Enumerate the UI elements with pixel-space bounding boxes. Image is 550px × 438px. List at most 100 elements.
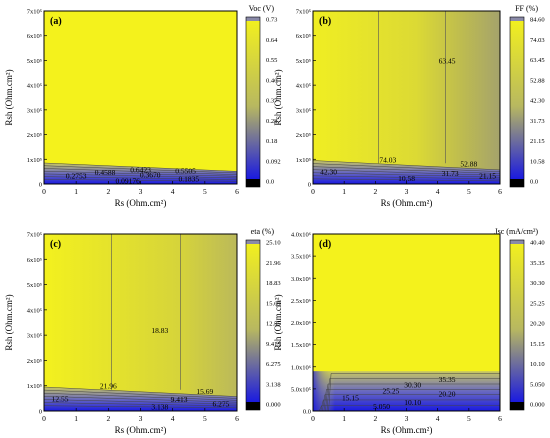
y-tick-label: 0 (39, 182, 42, 189)
contour-label: 0.5505 (175, 167, 196, 176)
y-axis-label: Rsh (Ohm.cm²) (4, 69, 14, 125)
colorbar-tick-label: 0.0 (266, 179, 274, 186)
colorbar-frame (245, 16, 261, 188)
x-tick-label: 5 (467, 187, 471, 196)
contour-label: 15.69 (196, 387, 213, 396)
contour-line (44, 396, 237, 403)
x-tick-label: 2 (373, 414, 377, 423)
plot-area (44, 11, 237, 184)
plot-area (313, 234, 500, 411)
colorbar-tick-label: 15.69 (266, 300, 281, 307)
contour-line (313, 175, 500, 180)
contour-line (328, 373, 500, 411)
contour-line (44, 399, 237, 405)
colorbar-tick-label: 74.03 (530, 37, 545, 44)
colorbar-tick-label: 21.96 (266, 260, 281, 267)
contour-line (44, 389, 237, 399)
x-tick-label: 1 (342, 187, 346, 196)
colorbar-tick-label: 25.10 (266, 240, 281, 247)
y-tick-label: 4x10⁵ (27, 83, 42, 90)
contour-label: 5.050 (373, 402, 390, 411)
y-tick-label: 5x10⁵ (27, 58, 42, 65)
colorbar-tick-label: 0.46 (266, 77, 278, 84)
y-tick-label: 3x10⁵ (27, 333, 42, 340)
colorbar-tick-label: 0.28 (266, 118, 277, 125)
colorbar-tick-label: 12.55 (266, 321, 281, 328)
colorbar-title: Voc (V) (249, 4, 275, 13)
x-tick-label: 3 (405, 414, 409, 423)
colorbar (246, 17, 260, 179)
contour-line (322, 394, 500, 411)
colorbar-bottom-cap (246, 402, 260, 410)
contour-label: 25.25 (382, 387, 399, 396)
contour-label: 35.35 (439, 375, 456, 384)
contour-line (44, 402, 237, 407)
contour-line (44, 173, 237, 179)
x-tick-label: 2 (106, 187, 110, 196)
x-tick-label: 2 (373, 187, 377, 196)
x-tick-label: 3 (139, 414, 143, 423)
colorbar-tick-label: 0.37 (266, 98, 278, 105)
contour-line (44, 170, 237, 177)
y-tick-label: 4.0x10⁶ (291, 232, 311, 239)
contour-label: 0.09176 (115, 176, 140, 185)
colorbar-title: Jsc (mA/cm²) (495, 227, 539, 236)
colorbar-tick-label: 31.73 (530, 118, 545, 125)
heatmap-fill (44, 11, 237, 184)
contour-label: 18.83 (151, 326, 168, 335)
contour-label: 0.4588 (95, 168, 116, 177)
colorbar (510, 240, 524, 402)
contour-line (320, 399, 500, 411)
y-tick-label: 7x10⁵ (27, 9, 42, 16)
colorbar-top-cap (510, 240, 524, 244)
contour-label: 42.30 (320, 168, 337, 177)
colorbar-tick-label: 9.413 (266, 341, 281, 348)
y-tick-label: 5x10⁵ (27, 282, 42, 289)
y-tick-label: 7x10⁵ (27, 232, 42, 239)
x-axis-label: Rs (Ohm.cm²) (381, 425, 433, 435)
y-tick-label: 1x10⁵ (296, 157, 311, 164)
colorbar-tick-label: 35.35 (530, 260, 545, 267)
y-tick-label: 1.5x10⁶ (291, 342, 311, 349)
plot-area (313, 11, 500, 184)
x-axis-label: Rs (Ohm.cm²) (115, 425, 167, 435)
x-tick-label: 5 (203, 414, 207, 423)
colorbar-tick-label: 52.88 (530, 77, 545, 84)
contour-line (44, 176, 237, 180)
contour-line (313, 178, 500, 182)
contour-label: 10.58 (398, 174, 415, 183)
contour-line (326, 378, 500, 411)
heatmap-fill (313, 11, 500, 184)
colorbar-tick-label: 0.092 (266, 158, 281, 165)
contour-line (323, 389, 500, 411)
colorbar-frame (509, 16, 525, 188)
colorbar-bottom-cap (510, 179, 524, 187)
colorbar-tick-label: 3.138 (266, 381, 281, 388)
colorbar-top-cap (510, 17, 524, 21)
colorbar-top-cap (246, 240, 260, 244)
contour-label: 0.3670 (140, 171, 161, 180)
contour-label: 74.03 (379, 155, 396, 164)
y-tick-label: 5.0x10⁵ (291, 386, 311, 393)
colorbar-tick-label: 0.55 (266, 57, 277, 64)
colorbar-tick-label: 40.40 (530, 240, 545, 247)
chart-panel-4: 35.35 30.30 25.25 20.20 15.15 10.10 5.050 (d) 0 1… (273, 227, 545, 435)
colorbar-tick-label: 63.45 (530, 57, 545, 64)
contour-label: 31.73 (442, 169, 459, 178)
y-tick-label: 3x10⁵ (27, 107, 42, 114)
x-tick-label: 0 (42, 187, 46, 196)
y-axis-label: Rsh (Ohm.cm²) (273, 69, 283, 125)
contour-label: 10.10 (404, 398, 421, 407)
colorbar-tick-label: 6.275 (266, 361, 281, 368)
y-tick-label: 0 (308, 182, 311, 189)
y-tick-label: 0.0 (303, 409, 311, 416)
contour-label: 12.55 (52, 394, 69, 403)
y-tick-label: 4x10⁵ (296, 83, 311, 90)
contour-label: 0.1835 (178, 175, 199, 184)
contour-line (319, 404, 500, 411)
colorbar-frame (245, 239, 261, 411)
colorbar-tick-label: 84.60 (530, 17, 545, 24)
y-tick-label: 6x10⁵ (27, 33, 42, 40)
contour-label: 0.6423 (130, 166, 151, 175)
